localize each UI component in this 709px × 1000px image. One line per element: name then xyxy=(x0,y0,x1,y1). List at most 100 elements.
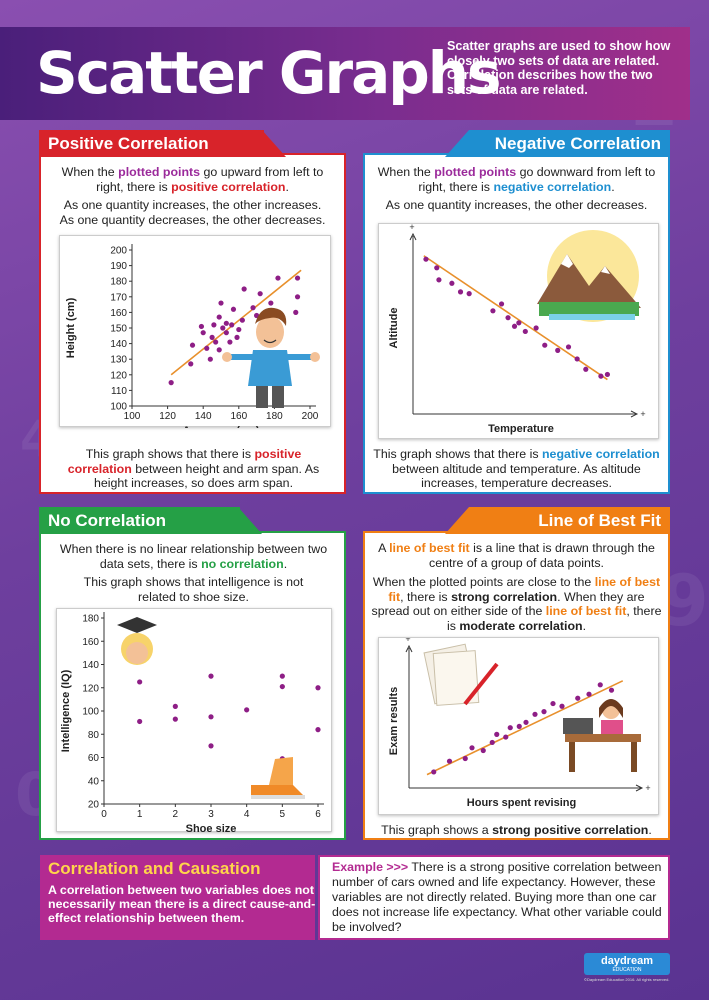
y-tick-label: 100 xyxy=(82,707,99,718)
y-tick-label: 200 xyxy=(110,246,127,257)
data-point xyxy=(480,747,486,754)
positive-chart-card: 100 120 140 160 180 200 100 110 120 130 140 150 160 1… xyxy=(59,235,331,437)
x-tick-label: 4 xyxy=(244,809,250,820)
example-box: Example >>> There is a strong positive c… xyxy=(318,855,670,940)
positive-heading: Positive Correlation xyxy=(39,130,264,157)
fit-line xyxy=(170,269,302,376)
data-point xyxy=(516,320,522,326)
y-tick-label: 160 xyxy=(82,637,99,648)
data-point xyxy=(446,758,453,764)
data-point xyxy=(608,687,615,693)
highlight-line-of-best-fit: line of best fit xyxy=(389,541,470,555)
desk-leg-illustration xyxy=(569,742,575,772)
water-illustration xyxy=(549,314,635,320)
heading-label: Negative Correlation xyxy=(494,134,661,153)
positive-description: As one quantity increases, the other inc… xyxy=(59,198,326,227)
y-tick-label: 170 xyxy=(110,292,127,303)
y-tick-label: 180 xyxy=(82,614,99,625)
mountain-illustration xyxy=(537,254,641,308)
bestfit-chart-card: + + Hours spent revising Exam results xyxy=(378,634,659,815)
page-title: Scatter Graphs xyxy=(36,39,502,107)
pencil-icon xyxy=(463,662,499,706)
causation-text: A correlation between two variables does… xyxy=(48,883,316,926)
boy-hand-left-illustration xyxy=(222,352,232,362)
data-point xyxy=(315,727,321,733)
data-point xyxy=(489,739,495,746)
data-point xyxy=(604,371,610,378)
grass-illustration xyxy=(539,302,639,316)
boy-arm-left-illustration xyxy=(230,354,253,360)
data-point xyxy=(431,769,437,775)
text-run: is a line that is drawn through the cent… xyxy=(429,541,655,570)
data-point xyxy=(279,683,285,690)
data-point xyxy=(505,315,511,321)
x-tick-label: 6 xyxy=(315,809,321,820)
text-run: . xyxy=(611,179,615,194)
data-point xyxy=(234,334,240,340)
graduation-cap-icon xyxy=(117,617,157,633)
example-body: There is a strong positive correlation b… xyxy=(332,860,662,934)
data-point xyxy=(293,309,299,315)
heading-tail xyxy=(445,130,469,157)
shoe-illustration xyxy=(251,785,303,795)
bestfit-intro: A line of best fit is a line that is dra… xyxy=(369,541,664,570)
boy-arm-right-illustration xyxy=(287,354,312,360)
boy-smile-illustration xyxy=(263,339,277,344)
shoe-sole-illustration xyxy=(251,795,305,799)
y-axis-label: Altitude xyxy=(388,308,400,349)
data-point xyxy=(216,314,222,320)
data-point xyxy=(423,256,429,262)
causation-heading: Correlation and Causation xyxy=(48,859,261,878)
x-axis-label: Hours spent revising xyxy=(467,797,576,809)
data-point xyxy=(211,322,217,328)
boy-shirt-illustration xyxy=(248,350,292,386)
data-point xyxy=(275,275,281,281)
x-tick-label: 200 xyxy=(302,411,319,422)
positive-scatter-chart: 100 120 140 160 180 200 100 110 120 130 140 150 160 1… xyxy=(65,244,320,437)
bestfit-description: When the plotted points are close to the… xyxy=(371,575,662,633)
data-point xyxy=(294,275,301,281)
text-run: When the xyxy=(61,165,119,179)
none-heading: No Correlation xyxy=(39,507,240,534)
boy-hair-illustration xyxy=(255,307,287,326)
highlight-moderate-correlation: moderate correlation xyxy=(459,618,583,633)
highlight-line-of-best-fit: line of best fit xyxy=(388,575,661,604)
data-point xyxy=(523,719,529,725)
text-run: When the plotted points are close to the xyxy=(372,575,595,589)
x-axis-label: Temperature xyxy=(488,423,554,435)
y-tick-label: 80 xyxy=(88,730,100,741)
data-point xyxy=(230,306,237,312)
data-point xyxy=(223,320,229,326)
highlight-line-of-best-fit: line of best fit xyxy=(545,604,627,619)
data-point xyxy=(188,361,194,367)
text-run: When the xyxy=(377,165,435,179)
data-point xyxy=(583,366,589,372)
y-axis-label: Exam results xyxy=(388,687,400,755)
data-point xyxy=(555,347,561,353)
text-run: , there is xyxy=(446,604,662,633)
data-point xyxy=(220,325,226,331)
x-axis-label: Shoe size xyxy=(186,823,237,833)
y-tick-label: 120 xyxy=(110,370,127,381)
highlight-positive-correlation: positive correlation xyxy=(67,447,302,476)
text-run: between height and arm span. As height i… xyxy=(93,461,320,491)
data-point xyxy=(172,716,178,722)
heading-tail xyxy=(238,507,262,534)
data-point xyxy=(244,707,250,713)
data-point xyxy=(469,745,475,751)
positive-correlation-panel: When the plotted points go upward from l… xyxy=(39,153,346,494)
data-point xyxy=(490,308,496,314)
x-tick-label: 140 xyxy=(195,411,212,422)
x-tick-label: 2 xyxy=(173,809,179,820)
data-point xyxy=(511,323,518,329)
logo-sub: EDUCATION xyxy=(612,967,642,973)
snowcap-illustration xyxy=(561,254,610,274)
data-point xyxy=(208,743,214,749)
data-point xyxy=(436,277,442,283)
bestfit-heading: Line of Best Fit xyxy=(469,507,670,534)
text-run: go downward from left to right, there is xyxy=(418,165,656,194)
text-run: . When they are spread out on either sid… xyxy=(371,589,645,619)
negative-intro: When the plotted points go downward from… xyxy=(373,165,660,194)
highlight-plotted-points: plotted points xyxy=(434,165,517,179)
desk-leg-illustration xyxy=(631,742,637,772)
